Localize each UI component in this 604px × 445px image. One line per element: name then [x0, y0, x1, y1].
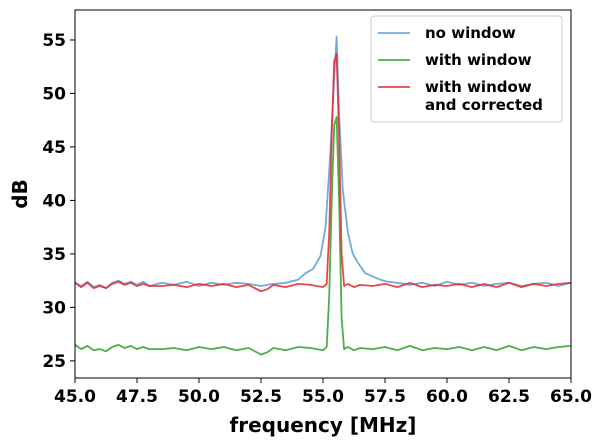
- y-tick-label: 35: [42, 245, 66, 265]
- legend-box: [370, 15, 563, 123]
- y-tick-label: 45: [42, 138, 66, 158]
- x-tick-label: 45.0: [54, 387, 96, 407]
- legend-label-3: with window and corrected: [425, 78, 543, 114]
- x-tick-label: 57.5: [364, 387, 406, 407]
- y-tick-label: 40: [42, 191, 66, 211]
- plot-lines: [74, 35, 572, 356]
- series-line-2: [74, 116, 572, 356]
- y-tick-label: 30: [42, 298, 66, 318]
- x-tick-label: 55.0: [302, 387, 344, 407]
- x-tick-label: 62.5: [488, 387, 530, 407]
- x-axis-label: frequency [MHz]: [230, 413, 417, 437]
- legend: no window with window with window and corre…: [370, 15, 563, 123]
- x-tick-label: 52.5: [240, 387, 282, 407]
- y-tick-label: 50: [42, 84, 66, 104]
- x-tick-label: 47.5: [116, 387, 158, 407]
- legend-label-1: no window: [425, 24, 516, 42]
- y-axis-label: dB: [8, 179, 32, 209]
- y-tick-label: 25: [42, 352, 66, 372]
- y-axis: 25 30 35 40 45 50 55: [42, 31, 75, 372]
- x-tick-label: 65.0: [550, 387, 592, 407]
- x-axis: 45.0 47.5 50.0 52.5 55.0 57.5 60.0 62.5 65.0: [54, 378, 592, 407]
- y-tick-label: 55: [42, 31, 66, 51]
- legend-label-2: with window: [425, 51, 532, 69]
- x-tick-label: 60.0: [426, 387, 468, 407]
- series-line-3: [74, 53, 572, 293]
- x-tick-label: 50.0: [178, 387, 220, 407]
